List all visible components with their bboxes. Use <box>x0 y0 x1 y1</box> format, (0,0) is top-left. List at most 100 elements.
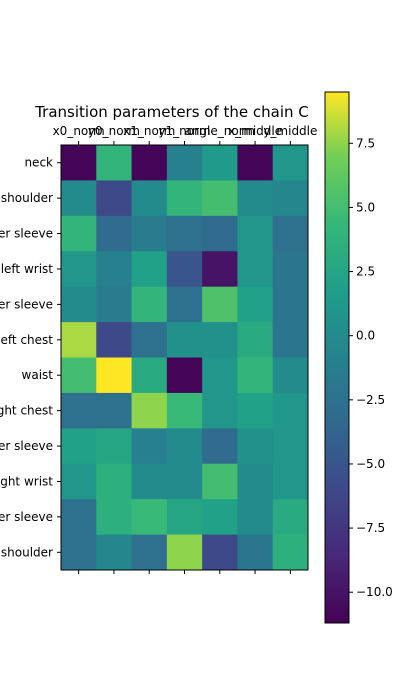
heatmap-cell <box>166 392 203 429</box>
heatmap-cell <box>272 180 309 217</box>
x-tick-label: x1_norm <box>123 124 175 138</box>
heatmap-cell <box>96 534 133 571</box>
heatmap-cell <box>61 463 97 500</box>
x-tick-label: y0_norm <box>88 124 140 138</box>
heatmap-cell <box>237 322 274 358</box>
heatmap-cell <box>272 251 309 288</box>
y-tick-label: left chest <box>0 333 53 347</box>
y-tick-label: left lower sleeve <box>0 297 53 311</box>
heatmap-cell <box>96 286 133 323</box>
heatmap-cell <box>61 499 97 536</box>
heatmap-cell <box>61 357 97 394</box>
colorbar-tick-label: −5.0 <box>356 457 385 471</box>
heatmap-cell <box>131 145 168 181</box>
heatmap-cell <box>272 392 309 429</box>
heatmap-cell <box>166 286 203 323</box>
heatmap-cell <box>96 428 133 465</box>
heatmap-cell <box>131 428 168 465</box>
heatmap-cell <box>96 322 133 358</box>
heatmap-cell <box>272 463 309 500</box>
heatmap-cell <box>202 428 238 465</box>
heatmap-cell <box>61 180 97 217</box>
heatmap-cell <box>202 322 238 358</box>
y-tick-label: neck <box>24 156 53 170</box>
heatmap-cell <box>166 180 203 217</box>
heatmap-cell <box>237 392 274 429</box>
colorbar: 7.5 5.0 2.5 0.0 −2.5 −5.0 −7.5 −10.0 <box>324 91 393 624</box>
heatmap-cell <box>272 499 309 536</box>
heatmap-cell <box>237 145 274 181</box>
heatmap-cell <box>237 499 274 536</box>
heatmap-cell <box>131 463 168 500</box>
heatmap-cell <box>166 251 203 288</box>
x-tick-label: x0_norm <box>53 124 105 138</box>
heatmap-cell <box>131 499 168 536</box>
colorbar-tick-label: −2.5 <box>356 393 385 407</box>
heatmap-cell <box>166 322 203 358</box>
heatmap-cell <box>166 428 203 465</box>
heatmap-cell <box>61 392 97 429</box>
heatmap-cell <box>237 357 274 394</box>
x-tick-label: x_middle <box>228 124 282 138</box>
heatmap-cell <box>96 357 133 394</box>
colorbar-tick-label: 7.5 <box>356 136 375 150</box>
chart-title: Transition parameters of the chain C <box>34 103 309 121</box>
heatmap-cell <box>166 463 203 500</box>
heatmap-cell <box>202 251 238 288</box>
heatmap-cell <box>202 392 238 429</box>
colorbar-tick-label: 0.0 <box>356 329 375 343</box>
heatmap-cell <box>96 180 133 217</box>
y-tick-label: left shoulder <box>0 191 53 205</box>
heatmap-cell <box>202 499 238 536</box>
heatmap-cell <box>166 499 203 536</box>
heatmap-cells <box>61 145 309 571</box>
x-tick-label: y_middle <box>263 124 317 138</box>
colorbar-tick-label: 2.5 <box>356 265 375 279</box>
heatmap-cell <box>237 215 274 252</box>
heatmap-cell <box>131 392 168 429</box>
heatmap-cell <box>131 357 168 394</box>
heatmap-cell <box>272 215 309 252</box>
y-tick-label: right chest <box>0 404 53 418</box>
heatmap-cell <box>96 499 133 536</box>
y-tick-label: right wrist <box>0 474 53 488</box>
heatmap-cell <box>96 392 133 429</box>
y-axis-ticks: neck left shoulder left upper sleeve left w… <box>0 156 61 559</box>
heatmap-cell <box>202 534 238 571</box>
heatmap-cell <box>202 145 238 181</box>
heatmap-cell <box>131 286 168 323</box>
colorbar-gradient <box>324 91 350 624</box>
heatmap-cell <box>202 463 238 500</box>
heatmap-cell <box>131 180 168 217</box>
heatmap-cell <box>272 145 309 181</box>
heatmap-cell <box>61 251 97 288</box>
heatmap-cell <box>237 463 274 500</box>
colorbar-tick-label: 5.0 <box>356 200 375 214</box>
heatmap-cell <box>96 215 133 252</box>
heatmap-cell <box>166 145 203 181</box>
y-tick-label: left wrist <box>1 262 54 276</box>
heatmap-cell <box>202 357 238 394</box>
x-tick-label: y1_norm <box>158 124 210 138</box>
heatmap-cell <box>131 534 168 571</box>
heatmap-cell <box>131 251 168 288</box>
y-tick-label: left upper sleeve <box>0 227 53 241</box>
heatmap-cell <box>202 180 238 217</box>
heatmap-cell <box>202 286 238 323</box>
y-tick-label: waist <box>22 368 54 382</box>
heatmap-cell <box>202 215 238 252</box>
heatmap-cell <box>61 215 97 252</box>
heatmap-cell <box>61 428 97 465</box>
colorbar-tick-label: −10.0 <box>356 585 393 599</box>
heatmap-cell <box>272 534 309 571</box>
heatmap-cell <box>166 357 203 394</box>
heatmap-cell <box>272 357 309 394</box>
colorbar-tick-label: −7.5 <box>356 521 385 535</box>
y-tick-label: right upper sleeve <box>0 510 53 524</box>
heatmap-cell <box>61 534 97 571</box>
heatmap-cell <box>166 215 203 252</box>
heatmap-cell <box>237 428 274 465</box>
y-tick-label: right lower sleeve <box>0 439 53 453</box>
heatmap-cell <box>166 534 203 571</box>
